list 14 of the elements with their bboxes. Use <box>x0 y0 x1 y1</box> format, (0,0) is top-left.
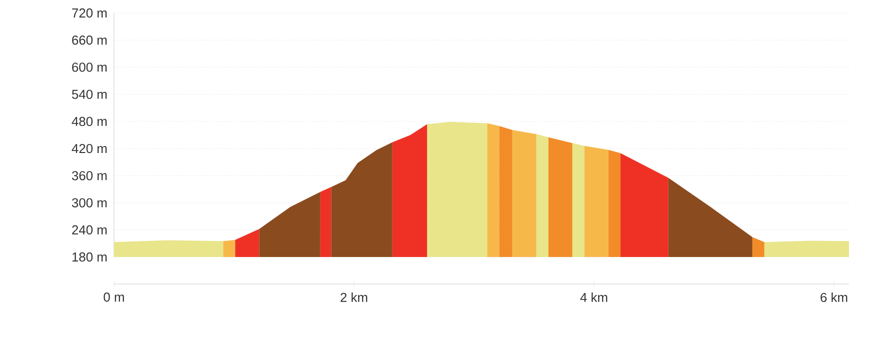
y-tick-label: 300 m <box>72 198 107 208</box>
x-tick-label: 4 km <box>580 292 608 302</box>
x-tick-label: 6 km <box>820 292 848 302</box>
x-tick-label: 2 km <box>340 292 368 302</box>
y-tick-label: 360 m <box>72 171 107 180</box>
y-tick-label: 180 m <box>72 252 107 262</box>
y-tick-label: 660 m <box>72 36 107 45</box>
y-tick-label: 240 m <box>72 225 107 234</box>
y-tick-label: 420 m <box>72 144 107 154</box>
x-tick-label: 0 m <box>104 292 124 302</box>
y-tick-label: 720 m <box>72 8 107 18</box>
y-tick-label: 600 m <box>72 62 107 72</box>
y-tick-label: 540 m <box>72 90 107 99</box>
y-tick-label: 480 m <box>72 116 107 126</box>
